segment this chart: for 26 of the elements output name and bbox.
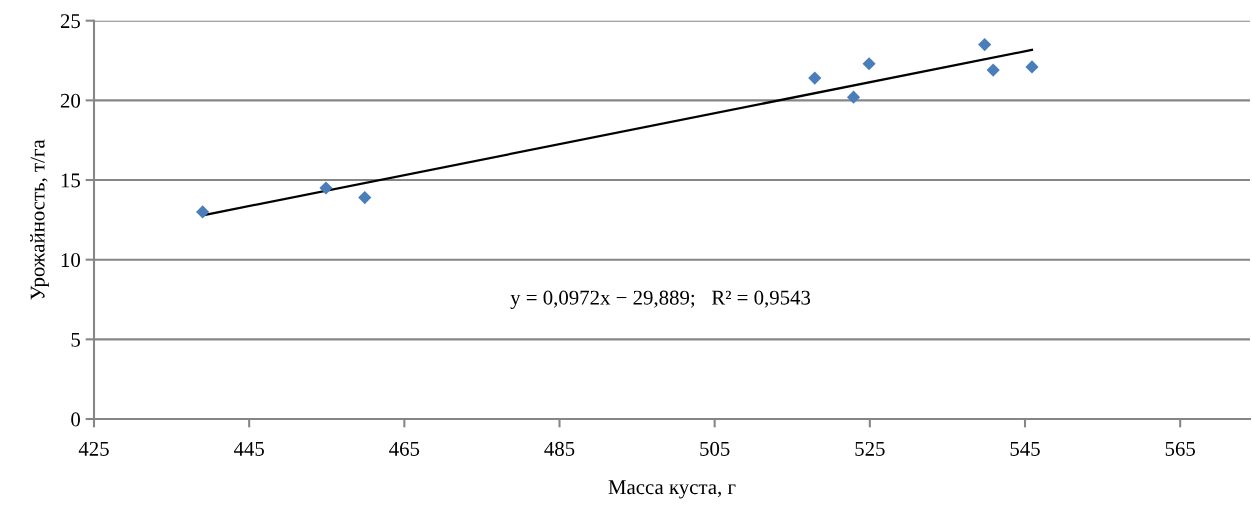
point (358, 190, 372, 205)
x-tick-label: 545 (1010, 441, 1040, 456)
y-tick-label: 25 (60, 14, 80, 29)
x-tick-label: 525 (855, 441, 885, 456)
x-axis-title: Масса куста, г (608, 480, 736, 499)
annotation: y = 0,0972x − 29,889; R² = 0,9543 (510, 290, 811, 309)
y-tick-label: 15 (61, 173, 80, 188)
point (319, 181, 333, 195)
point (986, 63, 1000, 77)
y-tick-label: 20 (60, 93, 81, 108)
x-tick-label: 445 (233, 441, 264, 456)
x-tick-label: 505 (700, 441, 730, 456)
point (808, 71, 822, 85)
y-tick-label: 10 (61, 253, 81, 268)
point (862, 57, 876, 71)
point (846, 90, 861, 104)
point (1025, 60, 1039, 74)
point (978, 38, 992, 52)
x-tick-label: 565 (1165, 441, 1195, 456)
x-tick-label: 465 (389, 441, 420, 456)
x-tick-label: 485 (544, 441, 575, 456)
x-tick-label: 425 (78, 441, 109, 456)
y-axis-title: Урожайность, т/га (30, 139, 49, 300)
point (196, 205, 210, 219)
y-tick-label: 0 (71, 412, 81, 427)
y-tick-label: 5 (71, 332, 80, 347)
